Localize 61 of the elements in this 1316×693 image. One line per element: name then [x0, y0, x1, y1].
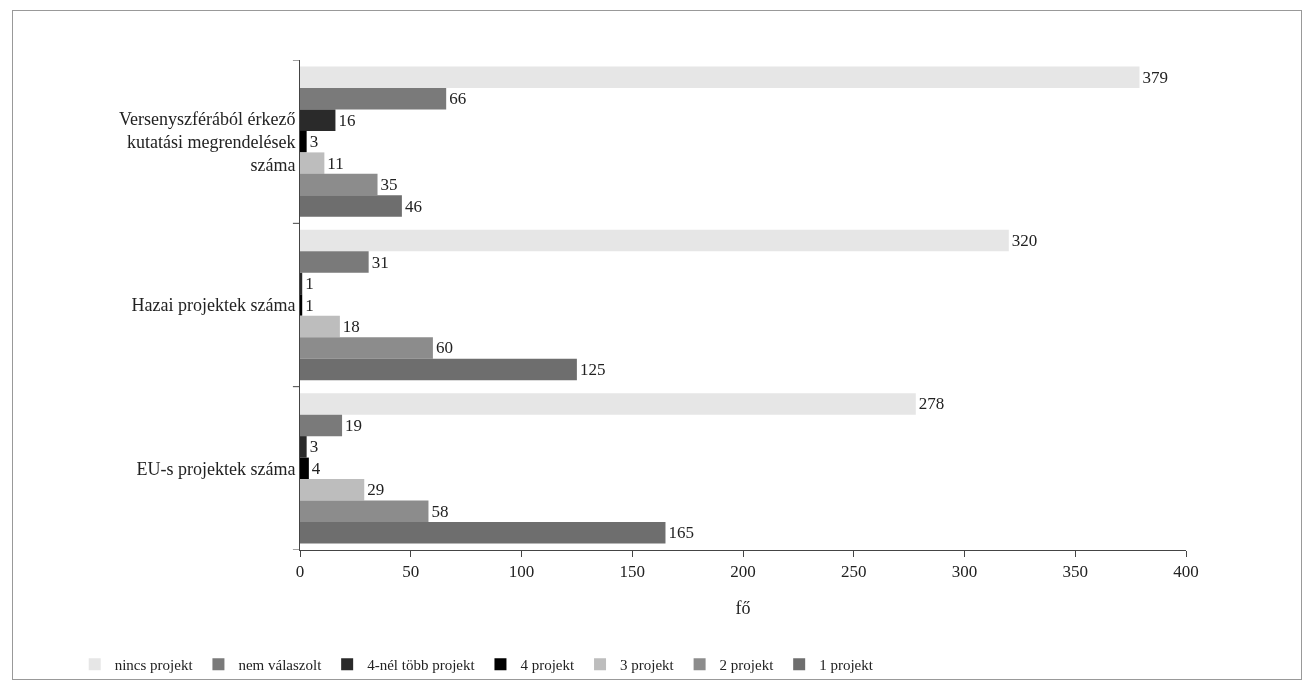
bar — [300, 479, 365, 501]
bar — [300, 195, 402, 217]
data-label: 3 — [309, 132, 319, 152]
data-label: 58 — [431, 501, 449, 521]
legend-label: 2 projekt — [719, 657, 775, 674]
data-label: 165 — [668, 523, 694, 543]
x-tick-label: 300 — [951, 562, 978, 582]
data-label: 125 — [579, 359, 606, 379]
legend-label: 3 projekt — [620, 657, 675, 674]
x-tick-label: 150 — [619, 562, 645, 582]
bar — [300, 130, 307, 153]
legend-label: 4-nél több projekt — [367, 657, 476, 674]
data-label: 35 — [380, 175, 398, 195]
bar — [300, 393, 916, 415]
bar — [300, 358, 577, 381]
data-label: 31 — [371, 252, 389, 272]
bar — [300, 522, 666, 544]
bar — [300, 500, 429, 522]
bar — [300, 294, 303, 316]
data-label: 18 — [342, 316, 360, 336]
bar — [300, 315, 340, 338]
y-tick-label: Hazai projektek száma — [131, 295, 296, 316]
data-label: 66 — [449, 89, 467, 109]
x-axis-title: fő — [735, 598, 751, 618]
data-label: 16 — [338, 110, 356, 130]
data-label: 60 — [435, 338, 453, 358]
x-tick-label: 200 — [730, 562, 756, 582]
bar — [300, 173, 378, 196]
x-tick-label: 50 — [402, 562, 420, 582]
legend-label: nem válaszolt — [238, 657, 323, 674]
data-label: 379 — [1142, 67, 1168, 87]
bar — [300, 88, 447, 110]
bar — [300, 337, 433, 359]
x-tick-label: 350 — [1062, 562, 1088, 582]
bar — [300, 66, 1140, 88]
x-tick-label: 250 — [841, 562, 867, 582]
data-label: 46 — [404, 196, 422, 216]
data-label: 19 — [345, 415, 363, 435]
data-label: 11 — [327, 153, 344, 173]
data-label: 1 — [305, 295, 314, 315]
legend-label: 4 projekt — [520, 657, 576, 674]
bar — [300, 229, 1009, 252]
x-tick-label: 100 — [508, 562, 535, 582]
legend-label: nincs projekt — [114, 657, 194, 674]
bar — [300, 109, 336, 131]
y-tick-label: Versenyszférából érkező kutatási megrendelések száma — [118, 108, 296, 176]
data-label: 4 — [311, 458, 321, 478]
bar — [300, 436, 307, 458]
x-tick-label: 400 — [1173, 562, 1199, 582]
legend-label: 1 projekt — [819, 657, 874, 674]
bar — [300, 152, 325, 174]
bar — [300, 457, 309, 480]
x-tick-label: 0 — [295, 562, 305, 582]
data-label: 29 — [367, 480, 385, 500]
y-tick-label: EU-s projektek száma — [136, 458, 296, 479]
data-label: 320 — [1011, 231, 1038, 251]
data-label: 1 — [305, 274, 314, 294]
bar — [300, 251, 369, 273]
data-label: 278 — [918, 394, 945, 414]
data-label: 3 — [309, 437, 319, 457]
bar — [300, 414, 343, 437]
